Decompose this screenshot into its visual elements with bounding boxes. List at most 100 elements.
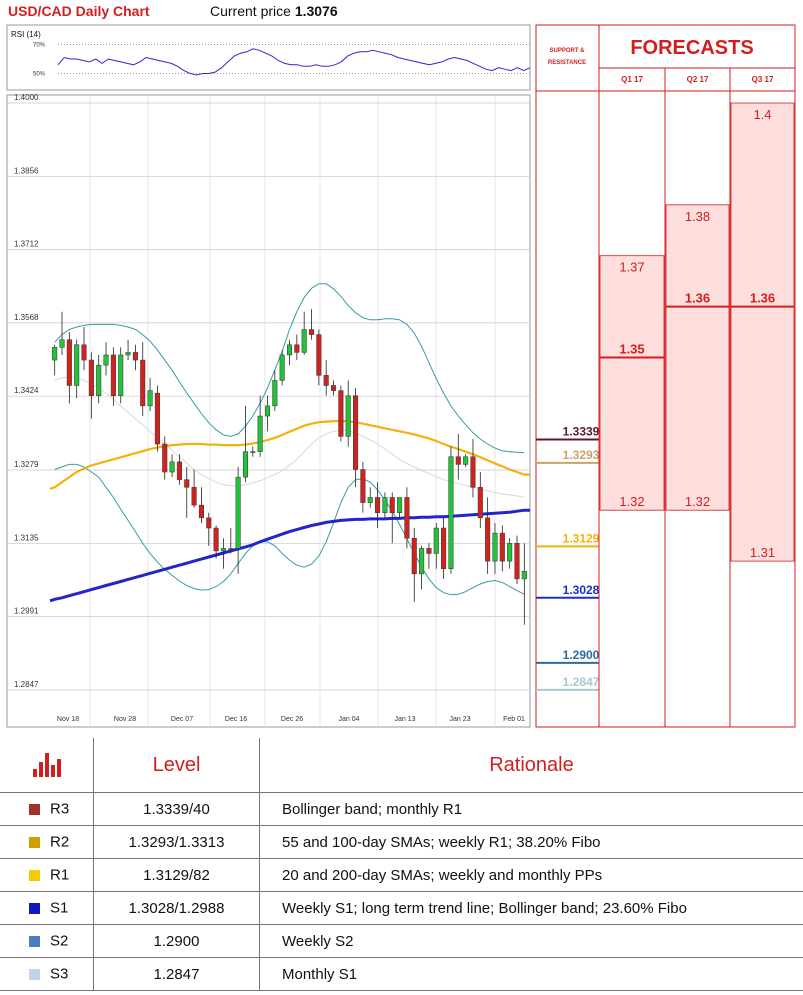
candle-body [345, 395, 351, 437]
candle-body [463, 456, 469, 465]
sr-level-value: 1.2900 [563, 648, 600, 662]
forecast-low-label: 1.32 [619, 494, 644, 509]
candle-body [110, 354, 116, 396]
y-tick-label: 1.3424 [14, 386, 39, 395]
candle-body [485, 517, 491, 562]
candle-body [250, 451, 256, 453]
level-label: R2 [50, 833, 70, 851]
forecast-column-header: Q2 17 [687, 75, 709, 84]
forecast-column-header: Q3 17 [752, 75, 774, 84]
y-tick-label: 1.4000 [14, 93, 39, 102]
bar-chart-icon [33, 753, 61, 777]
forecast-range-box [599, 255, 665, 511]
level-color-swatch [29, 968, 40, 980]
rationale-header: Rationale [259, 738, 803, 793]
table-header: Level Rationale [0, 738, 803, 793]
forecast-high-label: 1.38 [685, 209, 710, 224]
candle-body [88, 359, 94, 396]
candle-body [507, 543, 513, 562]
candle-body [470, 456, 476, 488]
candle-body [206, 517, 212, 529]
candle-body [353, 395, 359, 470]
level-symbol-cell: S3 [0, 957, 94, 991]
current-price: Current price 1.3076 [210, 3, 338, 23]
x-tick-label: Dec 26 [281, 716, 303, 723]
candle-body [316, 334, 322, 376]
y-tick-label: 1.3712 [14, 240, 39, 249]
level-row: S3 1.2847 Monthly S1 [0, 957, 803, 991]
candle-body [426, 548, 432, 554]
rsi-panel [6, 24, 531, 91]
candle-body [191, 487, 197, 506]
candle-body [103, 354, 109, 366]
candle-body [338, 390, 344, 437]
rsi-tick-label: 50% [33, 72, 46, 78]
candle-body [198, 504, 204, 519]
level-value: 1.2900 [93, 924, 260, 958]
candle-body [279, 354, 285, 381]
sr-level-value: 1.3129 [563, 531, 600, 545]
candle-body [147, 390, 153, 407]
candle-body [492, 532, 498, 562]
candle-body [331, 385, 337, 391]
bollinger-lower-line [54, 463, 525, 596]
candle-body [397, 497, 403, 514]
forecast-low-label: 1.32 [685, 494, 710, 509]
level-color-swatch [29, 869, 40, 881]
candle-body [294, 344, 300, 353]
level-label: R3 [50, 800, 70, 818]
forecast-mid-label: 1.36 [750, 291, 775, 306]
x-tick-label: Dec 07 [171, 716, 193, 723]
levels-table: Level Rationale R3 1.3339/40 Bollinger ban… [0, 738, 803, 991]
chart-icon-cell [0, 738, 94, 793]
level-label: R1 [50, 866, 70, 884]
candle-body [184, 479, 190, 488]
level-value: 1.3293/1.3313 [93, 825, 260, 859]
candle-body [52, 347, 58, 361]
candle-body [74, 344, 80, 386]
candle-body [360, 469, 366, 503]
candle-body [382, 497, 388, 514]
candle-body [477, 487, 483, 519]
sma20-line [54, 376, 525, 498]
y-tick-label: 1.3568 [14, 313, 39, 322]
forecast-high-label: 1.4 [753, 107, 771, 122]
candle-body [66, 339, 72, 386]
candle-body [448, 456, 454, 569]
candle-body [176, 461, 182, 480]
level-symbol-cell: R2 [0, 825, 94, 859]
level-rationale: Weekly S2 [259, 924, 803, 958]
level-value: 1.3028/1.2988 [93, 891, 260, 925]
candle-body [228, 548, 234, 550]
level-color-swatch [29, 935, 40, 947]
sr-level-value: 1.2847 [563, 675, 600, 689]
candle-body [81, 344, 87, 361]
x-tick-label: Jan 04 [338, 716, 359, 723]
candle-body [521, 571, 527, 580]
candle-body [404, 497, 410, 539]
candle-body [235, 476, 241, 549]
level-value: 1.2847 [93, 957, 260, 991]
x-tick-label: Feb 01 [503, 716, 525, 723]
level-row: S2 1.2900 Weekly S2 [0, 924, 803, 958]
y-tick-label: 1.2847 [14, 680, 39, 689]
sr-heading-2: RESISTANCE [548, 60, 586, 66]
level-label: S2 [50, 932, 69, 950]
candle-body [118, 354, 124, 396]
sr-level-value: 1.3339 [563, 424, 600, 438]
candle-body [220, 548, 226, 552]
candle-body [433, 527, 439, 554]
candle-body [323, 375, 329, 386]
candle-body [264, 405, 271, 417]
candle-body [154, 392, 160, 445]
x-tick-label: Jan 13 [394, 716, 415, 723]
sr-panel [535, 24, 600, 728]
candle-body [96, 364, 102, 396]
y-tick-label: 1.2991 [14, 607, 39, 616]
price-value: 1.3076 [294, 3, 338, 19]
x-tick-label: Dec 16 [225, 716, 247, 723]
y-tick-label: 1.3856 [14, 166, 39, 175]
price-label: Current price [210, 3, 291, 19]
candle-body [419, 548, 425, 575]
candle-body [140, 359, 146, 407]
